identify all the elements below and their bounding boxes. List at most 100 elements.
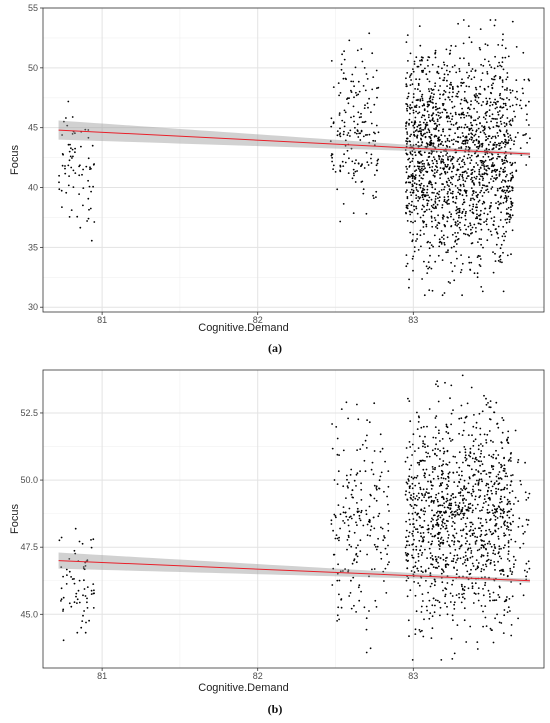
data-point [431, 509, 433, 512]
data-point [488, 126, 490, 129]
data-point [507, 195, 510, 198]
data-point [512, 176, 514, 178]
data-point [501, 431, 504, 434]
data-point [446, 79, 448, 82]
data-point [476, 256, 479, 258]
data-point [420, 554, 423, 556]
data-point [425, 491, 428, 493]
data-point [446, 613, 449, 616]
data-point [510, 253, 512, 256]
data-point [485, 139, 488, 141]
data-point [425, 209, 428, 211]
data-point [445, 463, 448, 465]
data-point [425, 265, 428, 268]
data-point [415, 78, 417, 81]
data-point [469, 269, 472, 271]
data-point [427, 56, 430, 58]
data-point [499, 92, 502, 95]
data-point [450, 158, 453, 161]
data-point [471, 226, 474, 229]
data-point [492, 456, 494, 459]
data-point [479, 522, 482, 524]
data-point [330, 519, 333, 522]
data-point [500, 489, 502, 491]
data-point [472, 212, 475, 215]
data-point [472, 529, 475, 532]
data-point [483, 469, 486, 472]
data-point [443, 89, 446, 92]
data-point [430, 637, 433, 639]
data-point [346, 539, 349, 541]
data-point [446, 575, 449, 578]
data-point [436, 203, 439, 206]
data-point [412, 269, 414, 272]
data-point [432, 102, 434, 104]
data-point [419, 216, 422, 219]
data-point [82, 566, 85, 568]
data-point [467, 146, 470, 148]
data-point [414, 628, 417, 631]
data-point [426, 241, 429, 244]
data-point [463, 185, 465, 188]
data-point [81, 173, 83, 176]
data-point [509, 134, 512, 137]
data-point [381, 527, 384, 530]
data-point [414, 511, 417, 514]
data-point [440, 134, 443, 137]
data-point [455, 243, 458, 245]
data-point [460, 535, 463, 537]
data-point [490, 84, 493, 86]
data-point [466, 570, 469, 573]
data-point [430, 139, 433, 142]
data-point [60, 566, 63, 568]
data-point [448, 437, 451, 440]
data-point [432, 112, 435, 115]
data-point [463, 224, 466, 227]
data-point [455, 573, 458, 575]
data-point [407, 577, 410, 579]
data-point [472, 203, 475, 206]
data-point [446, 200, 449, 202]
data-point [456, 160, 459, 163]
data-point [473, 414, 475, 416]
data-point [508, 185, 511, 188]
data-point [349, 515, 352, 518]
data-point [425, 225, 428, 228]
data-point [501, 447, 504, 449]
data-point [492, 504, 494, 506]
data-point [498, 482, 501, 485]
data-point [481, 144, 484, 147]
data-point [433, 172, 436, 175]
data-point [412, 477, 415, 480]
data-point [417, 196, 420, 198]
data-point [480, 79, 483, 81]
data-point [453, 138, 455, 141]
data-point [445, 154, 447, 156]
data-point [373, 497, 376, 500]
data-point [424, 67, 426, 70]
data-point [494, 194, 496, 196]
data-point [455, 195, 458, 198]
data-point [419, 90, 421, 92]
data-point [494, 107, 497, 110]
data-point [442, 452, 445, 455]
data-point [439, 112, 441, 114]
data-point [512, 566, 515, 568]
data-point [92, 538, 95, 541]
data-point [494, 260, 497, 262]
data-point [357, 93, 360, 96]
y-tick-label: 45 [28, 123, 38, 133]
data-point [439, 606, 442, 609]
data-point [73, 601, 76, 604]
data-point [505, 129, 508, 132]
data-point [449, 397, 451, 400]
data-point [437, 385, 439, 388]
data-point [86, 607, 89, 609]
data-point [430, 88, 433, 90]
data-point [475, 539, 478, 542]
data-point [65, 583, 68, 585]
data-point [474, 495, 477, 498]
data-point [432, 468, 434, 470]
data-point [501, 56, 504, 59]
data-point [471, 434, 473, 437]
